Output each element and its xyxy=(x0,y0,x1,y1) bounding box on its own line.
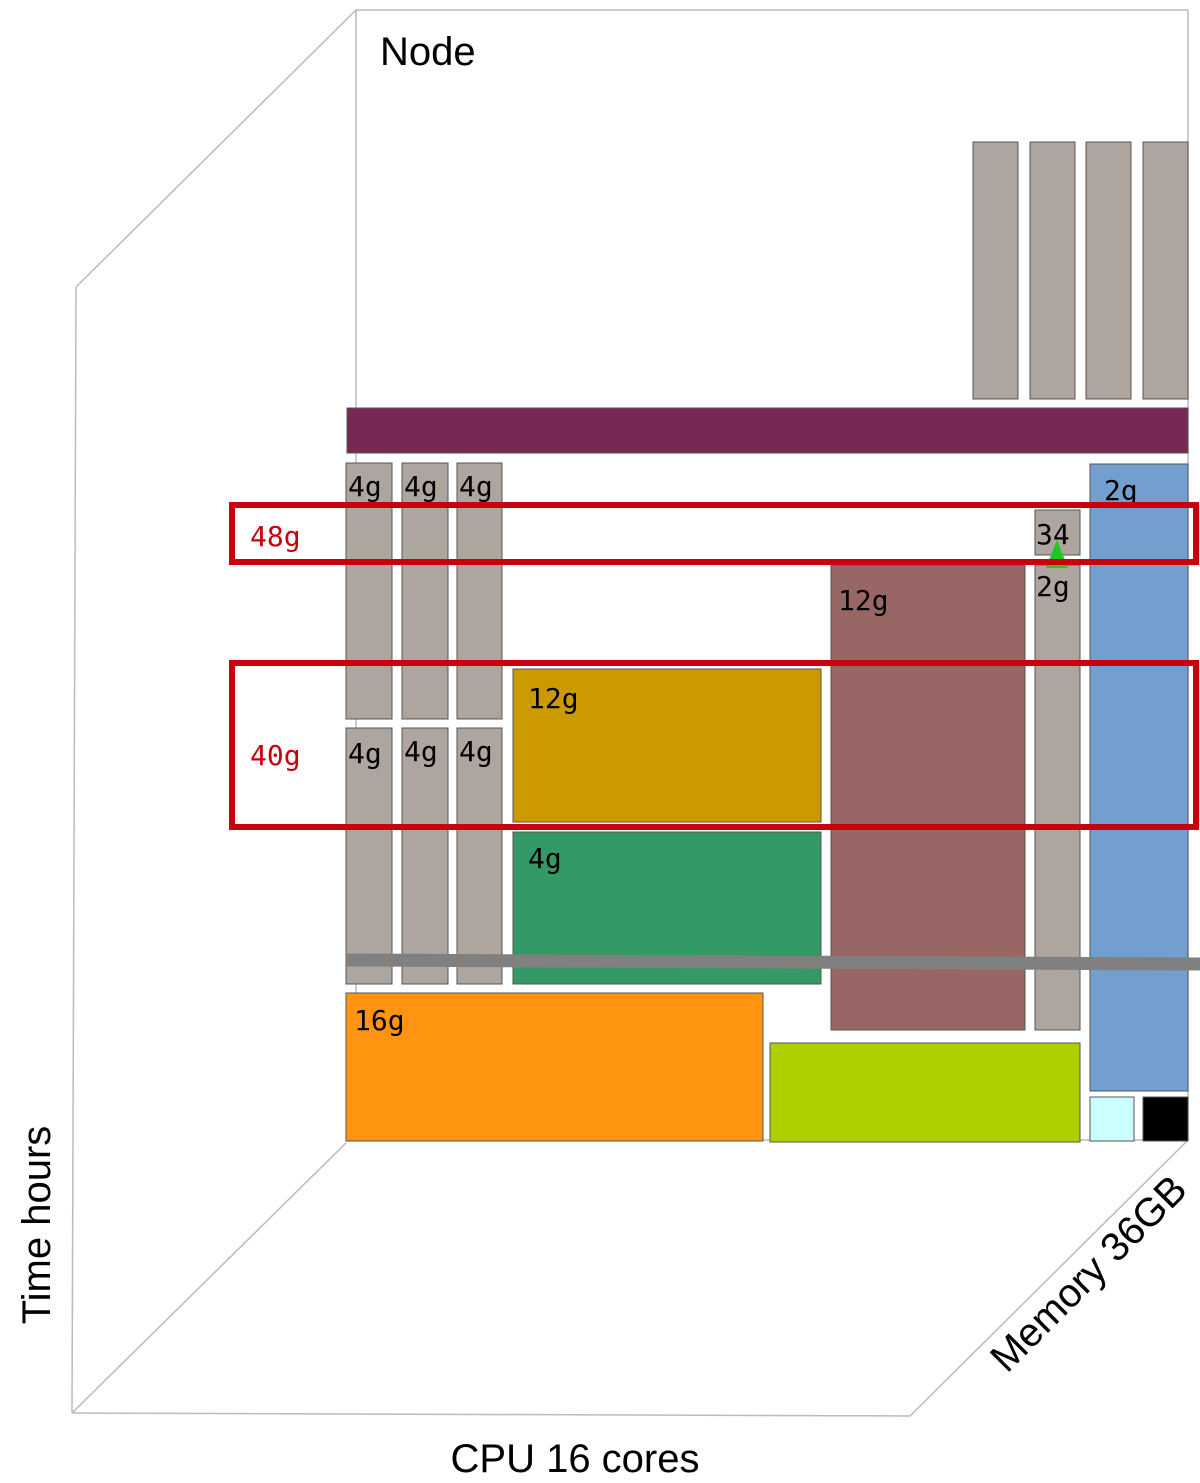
highlight-label: 40g xyxy=(250,739,301,772)
axis-label: CPU 16 cores xyxy=(451,1437,700,1481)
block-label: 2g xyxy=(1104,474,1138,507)
block xyxy=(1089,463,1189,1092)
block xyxy=(1089,1096,1135,1142)
edge xyxy=(909,1139,1189,1417)
block xyxy=(346,407,1189,454)
block-label: 34 xyxy=(1036,518,1070,551)
edge xyxy=(71,1412,911,1417)
block xyxy=(1142,141,1189,400)
block xyxy=(456,727,503,985)
block-label: 2g xyxy=(1036,570,1070,603)
block-label: 12g xyxy=(528,682,579,715)
block-label: 4g xyxy=(404,470,438,503)
edge xyxy=(71,286,77,1414)
block xyxy=(345,992,764,1142)
cpu-columns xyxy=(345,462,503,985)
block-label: 4g xyxy=(459,470,493,503)
block xyxy=(1029,141,1076,400)
edge xyxy=(75,9,357,288)
top-bars xyxy=(972,141,1189,400)
block xyxy=(345,727,393,985)
block xyxy=(769,1042,1081,1143)
block xyxy=(830,564,1026,1031)
block-label: 4g xyxy=(459,735,493,768)
block-label: 16g xyxy=(354,1004,405,1037)
block xyxy=(512,668,822,823)
highlight xyxy=(229,660,1199,830)
axis-label: Time hours xyxy=(15,1126,59,1325)
block-label: 12g xyxy=(838,584,889,617)
title: Node xyxy=(380,30,476,74)
block xyxy=(1085,141,1132,400)
block xyxy=(972,141,1019,400)
divider xyxy=(345,953,1200,971)
highlight-label: 48g xyxy=(250,520,301,553)
block xyxy=(1034,564,1081,1031)
block xyxy=(1142,1096,1189,1142)
block-label: 4g xyxy=(404,735,438,768)
block xyxy=(401,727,449,985)
block-label: 4g xyxy=(348,737,382,770)
axis-label: Memory 36GB xyxy=(982,1167,1195,1380)
edge xyxy=(71,1142,347,1414)
block-label: 4g xyxy=(348,470,382,503)
block-label: 4g xyxy=(528,842,562,875)
highlight xyxy=(229,502,1199,565)
